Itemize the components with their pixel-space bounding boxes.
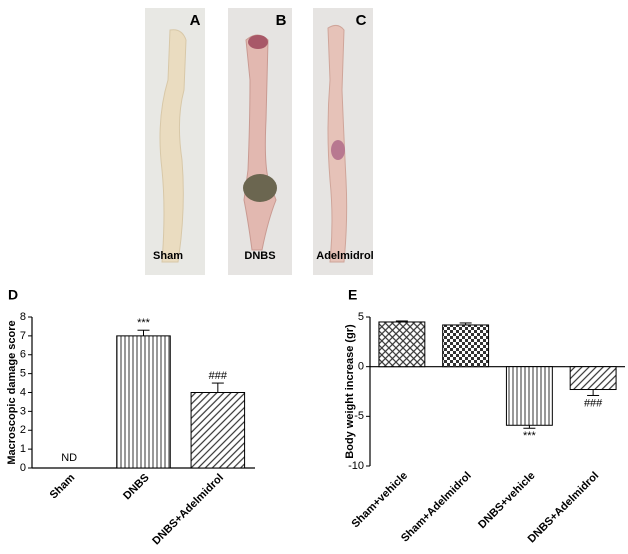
bar bbox=[116, 335, 171, 469]
photo-caption: Adelmidrol bbox=[316, 250, 373, 262]
y-axis-title: Macroscopic damage score bbox=[6, 320, 18, 464]
photo-b: B DNBS bbox=[228, 8, 292, 275]
photo-letter: C bbox=[356, 12, 367, 29]
y-axis-title: Body weight increase (gr) bbox=[344, 324, 356, 459]
bar bbox=[378, 321, 426, 368]
bar bbox=[442, 324, 490, 368]
panel-label: D bbox=[8, 287, 18, 303]
bar bbox=[569, 366, 617, 391]
y-tick-label: 0 bbox=[20, 462, 26, 474]
y-tick-label: 0 bbox=[358, 361, 364, 373]
annotation: ND bbox=[61, 452, 77, 464]
bar bbox=[505, 366, 553, 426]
y-tick-label: 4 bbox=[20, 386, 26, 398]
y-tick-label: 6 bbox=[20, 349, 26, 361]
annotation: *** bbox=[137, 317, 151, 329]
bar bbox=[190, 392, 246, 469]
x-tick-label: DNBS+Adelmidrol bbox=[526, 470, 602, 546]
photo-letter: B bbox=[276, 12, 287, 29]
x-tick-label: Sham+vehicle bbox=[349, 470, 410, 531]
x-tick-label: DNBS+Adelmidrol bbox=[150, 472, 226, 548]
annotation: ### bbox=[584, 397, 603, 409]
y-tick-label: 7 bbox=[20, 330, 26, 342]
photo-letter: A bbox=[190, 12, 201, 29]
y-tick-label: 1 bbox=[20, 443, 26, 455]
photo-caption: Sham bbox=[153, 250, 183, 262]
y-tick-label: 5 bbox=[358, 311, 364, 323]
bar-chart: E Body weight increase (gr)-10 -5 0 5 Sham+ve… bbox=[344, 287, 625, 546]
y-tick-label: 2 bbox=[20, 424, 26, 436]
photo-a: A Sham bbox=[145, 8, 205, 275]
y-tick-label: 8 bbox=[20, 311, 26, 323]
annotation: ### bbox=[209, 370, 228, 382]
x-tick-label: DNBS+vehicle bbox=[476, 470, 537, 531]
x-tick-label: Sham+Adelmidrol bbox=[399, 470, 474, 545]
y-tick-label: -10 bbox=[348, 460, 364, 472]
y-tick-label: -5 bbox=[354, 410, 364, 422]
x-tick-label: DNBS bbox=[121, 472, 152, 503]
y-tick-label: 5 bbox=[20, 368, 26, 380]
y-tick-label: 3 bbox=[20, 405, 26, 417]
photo-c: C Adelmidrol bbox=[313, 8, 374, 275]
annotation: *** bbox=[523, 430, 537, 442]
photo-caption: DNBS bbox=[244, 250, 275, 262]
x-tick-label: Sham bbox=[48, 472, 78, 502]
panel-label: E bbox=[348, 287, 357, 303]
